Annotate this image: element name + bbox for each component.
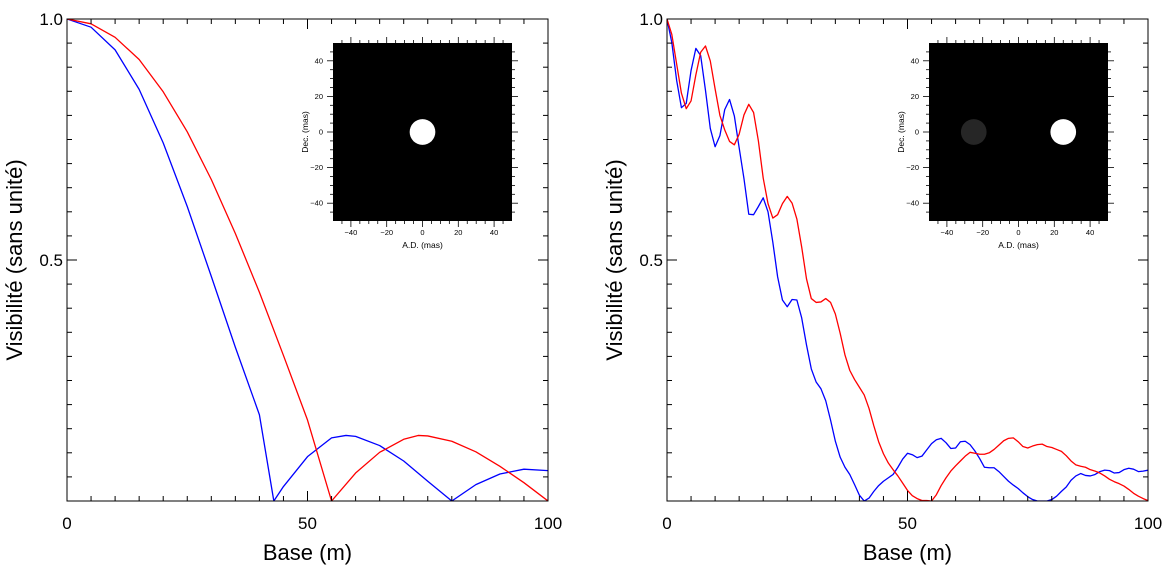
inset-y-tick-label: 0	[319, 128, 323, 137]
inset-y-axis-label: Dec. (mas)	[896, 111, 906, 153]
series-line-2	[67, 19, 548, 501]
inset-x-tick-label: 0	[1016, 228, 1020, 237]
inset-y-tick-label: 0	[915, 128, 919, 137]
x-tick-label: 50	[898, 514, 917, 533]
x-tick-label: 100	[1134, 514, 1162, 533]
y-tick-label: 1.0	[39, 10, 63, 29]
chart-panel-1: 0 50 100 0.5 1.0 Base (m) Visibilité (sans uni…	[2, 10, 562, 565]
inset-x-tick-label: −20	[380, 228, 393, 237]
series-line-2	[667, 19, 1148, 501]
inset-y-tick-label: 40	[315, 56, 323, 65]
inset-image: −40 −40 −20 −20 0 0 20 20 40 40 A.D. (mas) Dec. (ma…	[896, 37, 1114, 250]
chart-panel-2: 0 50 100 0.5 1.0 Base (m) Visibilité (sans uni…	[602, 10, 1162, 565]
inset-background	[929, 43, 1108, 221]
x-tick-label: 0	[662, 514, 671, 533]
x-axis-label: Base (m)	[863, 540, 952, 565]
inset-x-axis-label: A.D. (mas)	[402, 240, 443, 250]
inset-y-tick-label: 20	[315, 92, 323, 101]
inset-y-tick-label: −40	[310, 199, 323, 208]
x-axis-label: Base (m)	[263, 540, 352, 565]
inset-source-1	[409, 119, 436, 145]
inset-x-tick-label: −20	[976, 228, 989, 237]
inset-image: −40 −40 −20 −20 0 0 20 20 40 40 A.D. (mas) Dec. (ma…	[300, 37, 518, 250]
inset-x-tick-label: 40	[490, 228, 498, 237]
inset-y-tick-label: −20	[906, 163, 919, 172]
x-tick-label: 100	[534, 514, 562, 533]
inset-y-tick-label: 40	[911, 56, 919, 65]
inset-y-axis-label: Dec. (mas)	[300, 111, 310, 153]
inset-y-tick-label: −20	[310, 163, 323, 172]
inset-x-tick-label: 20	[1050, 228, 1058, 237]
y-tick-label: 0.5	[639, 251, 663, 270]
inset-x-tick-label: −40	[345, 228, 358, 237]
series-line-1	[667, 19, 1148, 501]
y-tick-label: 0.5	[39, 251, 63, 270]
x-tick-label: 0	[62, 514, 71, 533]
y-tick-label: 1.0	[639, 10, 663, 29]
inset-source-2	[1050, 119, 1077, 145]
inset-y-tick-label: 20	[911, 92, 919, 101]
x-tick-label: 50	[298, 514, 317, 533]
inset-y-tick-label: −40	[906, 199, 919, 208]
inset-x-axis-label: A.D. (mas)	[998, 240, 1039, 250]
y-axis-label: Visibilité (sans unité)	[2, 159, 27, 360]
inset-x-tick-label: −40	[941, 228, 954, 237]
inset-x-tick-label: 0	[420, 228, 424, 237]
series-line-1	[67, 19, 548, 501]
inset-x-tick-label: 20	[454, 228, 462, 237]
inset-source-1	[960, 119, 987, 145]
inset-x-tick-label: 40	[1086, 228, 1094, 237]
y-axis-label: Visibilité (sans unité)	[602, 159, 627, 360]
